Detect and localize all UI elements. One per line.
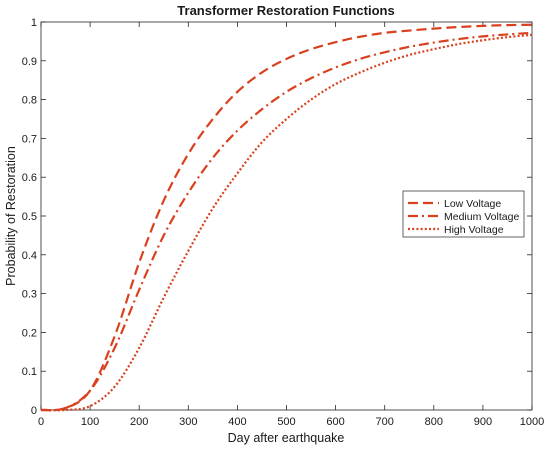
y-tick-label: 0.6 xyxy=(22,172,37,184)
axis-ticks xyxy=(40,21,533,411)
y-tick-label: 0.7 xyxy=(22,133,37,145)
y-tick-label: 0.3 xyxy=(22,289,37,301)
y-tick-label: 0.8 xyxy=(22,95,37,107)
x-tick-label: 800 xyxy=(425,416,443,428)
x-tick-label: 300 xyxy=(179,416,197,428)
y-tick-label: 0.2 xyxy=(22,327,37,339)
y-tick-label: 0 xyxy=(31,405,37,417)
series-line-low-voltage xyxy=(40,23,533,412)
chart-title: Transformer Restoration Functions xyxy=(177,3,394,18)
y-tick-label: 0.5 xyxy=(22,211,37,223)
legend-label-low-voltage: Low Voltage xyxy=(444,198,501,210)
legend-label-high-voltage: High Voltage xyxy=(444,224,504,236)
series-lines xyxy=(40,23,533,412)
y-tick-label: 0.4 xyxy=(22,250,37,262)
y-tick-label: 0.9 xyxy=(22,56,37,68)
x-tick-label: 0 xyxy=(38,416,44,428)
x-tick-label: 400 xyxy=(228,416,246,428)
axis-tick-labels: 0 100 200 300 400 500 600 700 800 900 1000 0 0.1 0.2 0… xyxy=(22,17,545,428)
x-tick-label: 200 xyxy=(130,416,148,428)
x-tick-label: 600 xyxy=(326,416,344,428)
x-tick-label: 700 xyxy=(376,416,394,428)
legend: Low Voltage Medium Voltage High Voltage xyxy=(402,190,525,238)
x-tick-label: 1000 xyxy=(520,416,544,428)
x-axis-title: Day after earthquake xyxy=(228,431,345,445)
x-tick-label: 100 xyxy=(81,416,99,428)
x-tick-label: 900 xyxy=(474,416,492,428)
y-tick-label: 0.1 xyxy=(22,366,37,378)
x-tick-label: 500 xyxy=(277,416,295,428)
y-axis-title: Probability of Restoration xyxy=(4,146,18,286)
series-line-medium-voltage xyxy=(40,31,533,412)
legend-label-medium-voltage: Medium Voltage xyxy=(444,211,519,223)
y-tick-label: 1 xyxy=(31,17,37,29)
legend-box xyxy=(402,190,525,238)
series-line-high-voltage xyxy=(40,33,533,412)
